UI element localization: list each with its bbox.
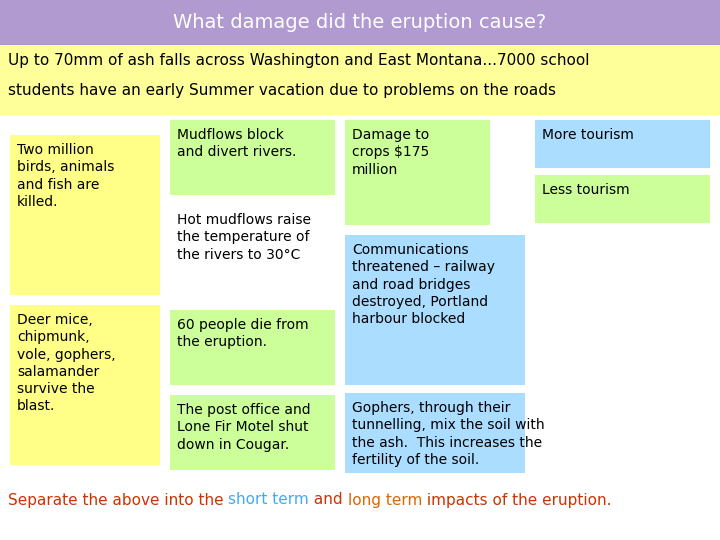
Text: The post office and
Lone Fir Motel shut
down in Cougar.: The post office and Lone Fir Motel shut … xyxy=(177,403,310,451)
Text: Less tourism: Less tourism xyxy=(542,183,629,197)
Text: Damage to
crops $175
million: Damage to crops $175 million xyxy=(352,128,429,177)
Text: Two million
birds, animals
and fish are
killed.: Two million birds, animals and fish are … xyxy=(17,143,114,209)
Bar xyxy=(535,175,710,223)
Text: Up to 70mm of ash falls across Washington and East Montana...7000 school: Up to 70mm of ash falls across Washingto… xyxy=(8,53,590,68)
Text: students have an early Summer vacation due to problems on the roads: students have an early Summer vacation d… xyxy=(8,83,556,98)
Bar xyxy=(170,310,335,385)
Text: More tourism: More tourism xyxy=(542,128,634,142)
Bar xyxy=(345,393,525,473)
Bar xyxy=(0,0,720,45)
Bar xyxy=(0,45,720,115)
Text: long term: long term xyxy=(348,492,422,508)
Bar xyxy=(535,120,710,168)
Bar xyxy=(10,305,160,465)
Text: Hot mudflows raise
the temperature of
the rivers to 30°C: Hot mudflows raise the temperature of th… xyxy=(177,213,311,261)
Text: and: and xyxy=(310,492,348,508)
Text: Separate the above into the: Separate the above into the xyxy=(8,492,228,508)
Bar xyxy=(170,205,335,295)
Text: Deer mice,
chipmunk,
vole, gophers,
salamander
survive the
blast.: Deer mice, chipmunk, vole, gophers, sala… xyxy=(17,313,116,414)
Bar xyxy=(345,120,490,225)
Text: What damage did the eruption cause?: What damage did the eruption cause? xyxy=(174,13,546,32)
Bar xyxy=(10,135,160,295)
Text: short term: short term xyxy=(228,492,310,508)
Bar xyxy=(345,235,525,385)
Text: impacts of the eruption.: impacts of the eruption. xyxy=(422,492,611,508)
Text: Gophers, through their
tunnelling, mix the soil with
the ash.  This increases th: Gophers, through their tunnelling, mix t… xyxy=(352,401,544,467)
Text: 60 people die from
the eruption.: 60 people die from the eruption. xyxy=(177,318,309,349)
Text: Mudflows block
and divert rivers.: Mudflows block and divert rivers. xyxy=(177,128,297,159)
Text: Communications
threatened – railway
and road bridges
destroyed, Portland
harbour: Communications threatened – railway and … xyxy=(352,243,495,326)
Bar xyxy=(170,395,335,470)
Bar xyxy=(170,120,335,195)
